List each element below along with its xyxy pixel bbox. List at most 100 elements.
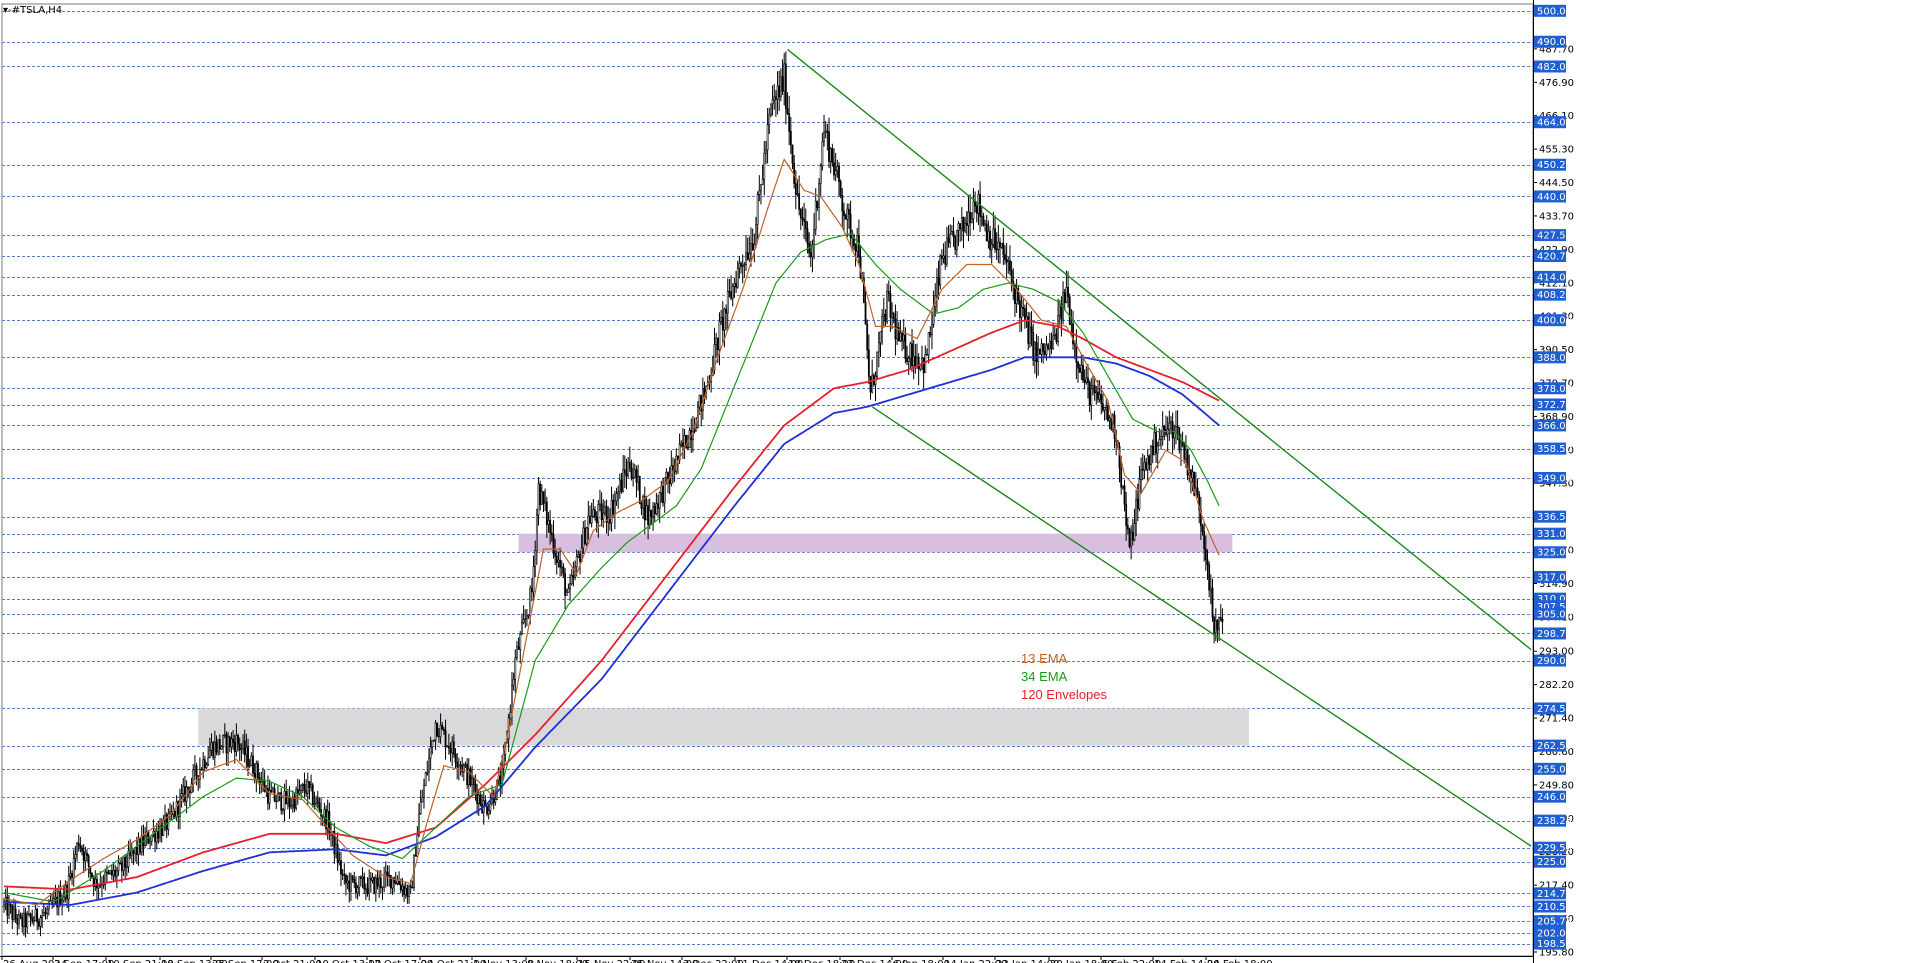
candle-bear — [9, 903, 12, 907]
candle-bull — [306, 781, 309, 794]
candle-bear — [318, 802, 321, 810]
candle-bull — [1105, 405, 1108, 408]
candle-bull — [250, 755, 253, 766]
price-tag-label: 500.00 — [1537, 6, 1572, 17]
candle-bear — [803, 218, 806, 222]
candle-bull — [1140, 469, 1143, 480]
candle-bull — [950, 231, 953, 235]
candle-bear — [801, 217, 804, 220]
time-tick-label: 3 Sep 17:00 — [54, 959, 114, 963]
candle-bear — [215, 741, 218, 753]
candle-bull — [655, 503, 658, 515]
price-tag — [1534, 702, 1566, 715]
candle-bear — [359, 876, 362, 879]
candle-bear — [1201, 525, 1204, 533]
candle-bull — [648, 510, 651, 525]
candle-bull — [1156, 445, 1159, 454]
candle-bull — [537, 483, 540, 516]
candle-bear — [853, 235, 855, 246]
candle-bear — [549, 519, 552, 534]
candle-bull — [41, 915, 44, 918]
candle-bear — [343, 874, 346, 876]
candle-bear — [640, 502, 643, 509]
candle-bull — [477, 794, 480, 804]
candle-bear — [1216, 620, 1219, 631]
candle-bear — [555, 555, 558, 563]
candle-bull — [970, 218, 973, 223]
price-tick-label: 433.70 — [1539, 211, 1574, 222]
candle-bear — [1019, 300, 1021, 318]
candle-bull — [378, 877, 381, 887]
candle-bear — [1047, 344, 1050, 349]
price-tag — [1534, 546, 1566, 559]
candle-bear — [995, 248, 998, 251]
price-tag — [1534, 937, 1566, 950]
candle-bull — [519, 633, 522, 650]
candle-bear — [71, 873, 73, 879]
candle-bear — [584, 527, 586, 545]
price-tag — [1534, 915, 1566, 928]
candle-bull — [1007, 260, 1010, 263]
candle-bull — [645, 505, 648, 521]
candle-bull — [877, 342, 880, 353]
candle-bull — [179, 796, 181, 817]
time-tick-label: 25 Sep 17:00 — [212, 959, 279, 963]
candle-bull — [939, 255, 942, 286]
candle-bull — [301, 784, 304, 786]
time-tick-label: 14 Feb 14:00 — [1154, 959, 1220, 963]
candle-bear — [86, 852, 88, 856]
candle-bull — [276, 792, 279, 802]
price-tag-label: 482.00 — [1537, 62, 1572, 73]
candle-bear — [962, 216, 965, 232]
candle-bear — [869, 375, 872, 393]
candle-bull — [202, 759, 205, 770]
candle-bear — [994, 228, 996, 250]
candle-bear — [1171, 421, 1174, 439]
candle-bear — [1107, 405, 1109, 421]
candle-bull — [207, 757, 210, 765]
candle-bear — [725, 308, 728, 314]
candle-bear — [232, 738, 234, 743]
lower-trendline[interactable] — [871, 406, 1532, 847]
candle-bull — [683, 435, 686, 447]
candle-bull — [408, 885, 410, 897]
candle-bull — [213, 741, 216, 758]
candle-bull — [391, 877, 394, 889]
candle-bull — [663, 477, 666, 504]
candle-bear — [828, 131, 830, 162]
candle-bear — [657, 503, 659, 509]
candle-bear — [906, 358, 908, 362]
candle-bear — [954, 236, 957, 250]
price-tag — [1534, 442, 1566, 455]
time-tick-label: 10 Oct 13:00 — [316, 959, 381, 963]
candle-bull — [69, 873, 72, 877]
candle-bear — [1035, 342, 1038, 363]
candle-bear — [985, 223, 988, 242]
candle-bull — [743, 264, 746, 266]
candle-bear — [809, 252, 812, 258]
candle-bull — [957, 223, 960, 231]
price-tag — [1534, 627, 1566, 640]
candle-bull — [992, 228, 995, 245]
price-tag-label: 255.00 — [1537, 764, 1572, 775]
candle-bear — [1163, 426, 1166, 431]
candle-bull — [718, 321, 721, 351]
candle-bear — [106, 871, 108, 874]
candle-bull — [489, 802, 492, 812]
candle-bull — [418, 813, 420, 836]
upper-trendline[interactable] — [787, 48, 1532, 651]
candle-bull — [829, 148, 832, 162]
candle-bull — [431, 740, 434, 748]
candle-bull — [1146, 455, 1149, 470]
candle-bull — [150, 834, 153, 842]
candle-bull — [175, 801, 178, 818]
candle-bull — [871, 375, 874, 393]
legend-ema13: 13 EMA — [1021, 651, 1068, 666]
candle-bull — [761, 179, 764, 185]
candle-bear — [1032, 331, 1035, 361]
candle-bull — [658, 492, 661, 509]
candle-bull — [18, 914, 20, 925]
time-tick-label: 25 Nov 14:00 — [631, 959, 698, 963]
candle-bear — [838, 165, 840, 182]
